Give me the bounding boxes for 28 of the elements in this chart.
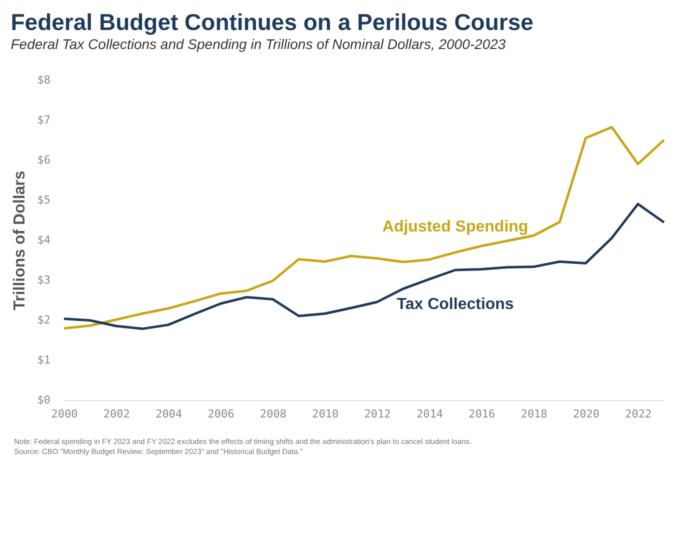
y-tick-label: $5 (37, 194, 50, 206)
y-tick-label: $2 (37, 314, 50, 326)
x-tick-label: 2010 (312, 408, 339, 420)
x-tick-label: 2018 (520, 408, 548, 420)
series-label: Adjusted Spending (382, 218, 528, 236)
x-tick-label: 2002 (103, 408, 130, 420)
x-tick-label: 2022 (625, 408, 652, 420)
x-tick-label: 2014 (416, 408, 444, 420)
chart-title: Federal Budget Continues on a Perilous Course (10, 9, 534, 35)
y-tick-label: $7 (37, 114, 50, 126)
x-tick-label: 2020 (572, 408, 600, 420)
x-tick-label: 2000 (51, 408, 78, 420)
y-tick-label: $3 (37, 274, 50, 286)
line-series (62, 126, 666, 330)
y-tick-label: $6 (37, 154, 50, 166)
y-tick-label: $8 (37, 74, 50, 86)
x-tick-label: 2004 (156, 408, 182, 420)
y-axis-title: Trillions of Dollars (11, 170, 28, 310)
chart-subtitle: Federal Tax Collections and Spending in Trillions of Nominal Dollars, 2000-2023 (10, 36, 506, 52)
y-tick-label: $1 (37, 354, 50, 366)
y-tick-label: $4 (37, 234, 51, 246)
x-tick-label: 2008 (260, 408, 286, 420)
x-tick-label: 2006 (208, 408, 234, 420)
series-label: Tax Collections (396, 296, 514, 313)
x-tick-label: 2012 (364, 408, 391, 420)
line-series (62, 202, 666, 330)
x-tick-label: 2016 (468, 408, 496, 420)
y-tick-label: $0 (37, 394, 50, 406)
